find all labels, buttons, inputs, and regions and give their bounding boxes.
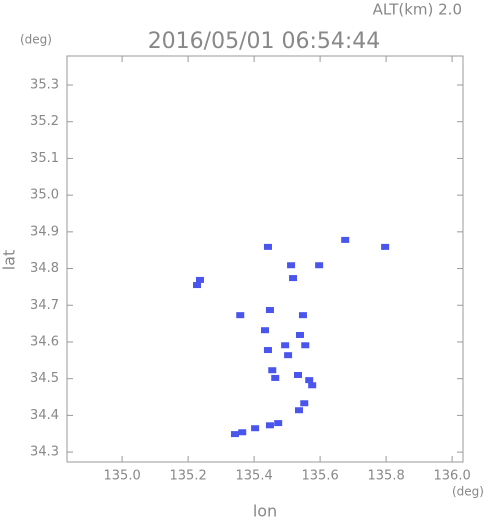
echo-point — [294, 407, 303, 414]
x-tick-label: 135.4 — [236, 469, 273, 484]
y-tick-label: 34.3 — [30, 445, 59, 460]
echo-point — [274, 420, 283, 427]
echo-point — [238, 429, 247, 436]
x-unit: (deg) — [452, 485, 484, 499]
echo-point — [261, 327, 269, 334]
echo-point — [193, 282, 202, 289]
echo-point — [281, 342, 290, 349]
x-tick-label: 135.0 — [104, 469, 141, 484]
y-tick-label: 34.4 — [30, 408, 59, 423]
y-unit: (deg) — [20, 33, 52, 47]
y-axis-label: lat — [0, 250, 19, 271]
echo-point — [289, 275, 298, 282]
y-tick-label: 35.0 — [30, 188, 59, 203]
echo-point — [271, 374, 280, 381]
echo-point — [265, 307, 274, 314]
y-tick-label: 35.3 — [30, 78, 59, 93]
echo-point — [341, 236, 350, 243]
echo-point — [295, 331, 304, 338]
chart-subtitle: ALT(km) 2.0 — [373, 1, 462, 19]
echo-point — [305, 377, 314, 384]
y-tick-label: 34.5 — [30, 371, 59, 386]
y-tick-label: 35.2 — [30, 114, 59, 129]
echo-point — [236, 312, 245, 319]
echo-point — [263, 347, 272, 354]
x-tick-label: 135.6 — [302, 469, 339, 484]
x-tick-label: 136.0 — [434, 469, 471, 484]
echo-point — [315, 262, 324, 269]
echo-point — [287, 262, 296, 269]
echo-point — [298, 312, 307, 319]
echo-point — [263, 243, 272, 250]
y-tick-label: 34.6 — [30, 334, 59, 349]
y-tick-label: 34.8 — [30, 261, 59, 276]
y-tick-label: 34.9 — [30, 224, 59, 239]
echo-point — [301, 342, 310, 349]
echo-point — [230, 431, 239, 438]
echo-point — [381, 243, 390, 250]
chart-title: 2016/05/01 06:54:44 — [148, 29, 381, 54]
echo-point — [308, 382, 317, 389]
echo-point — [284, 352, 293, 359]
x-tick-label: 135.8 — [368, 469, 405, 484]
echo-point — [300, 400, 309, 407]
x-tick-label: 135.2 — [170, 469, 207, 484]
plot-frame — [66, 55, 464, 463]
y-tick-label: 34.7 — [30, 298, 59, 313]
y-tick-label: 35.1 — [30, 151, 59, 166]
echo-point — [251, 425, 260, 432]
echo-point — [195, 276, 204, 283]
echo-point — [265, 422, 274, 429]
echo-point — [268, 367, 277, 374]
echo-point — [294, 372, 302, 378]
x-axis-label: lon — [253, 502, 277, 521]
